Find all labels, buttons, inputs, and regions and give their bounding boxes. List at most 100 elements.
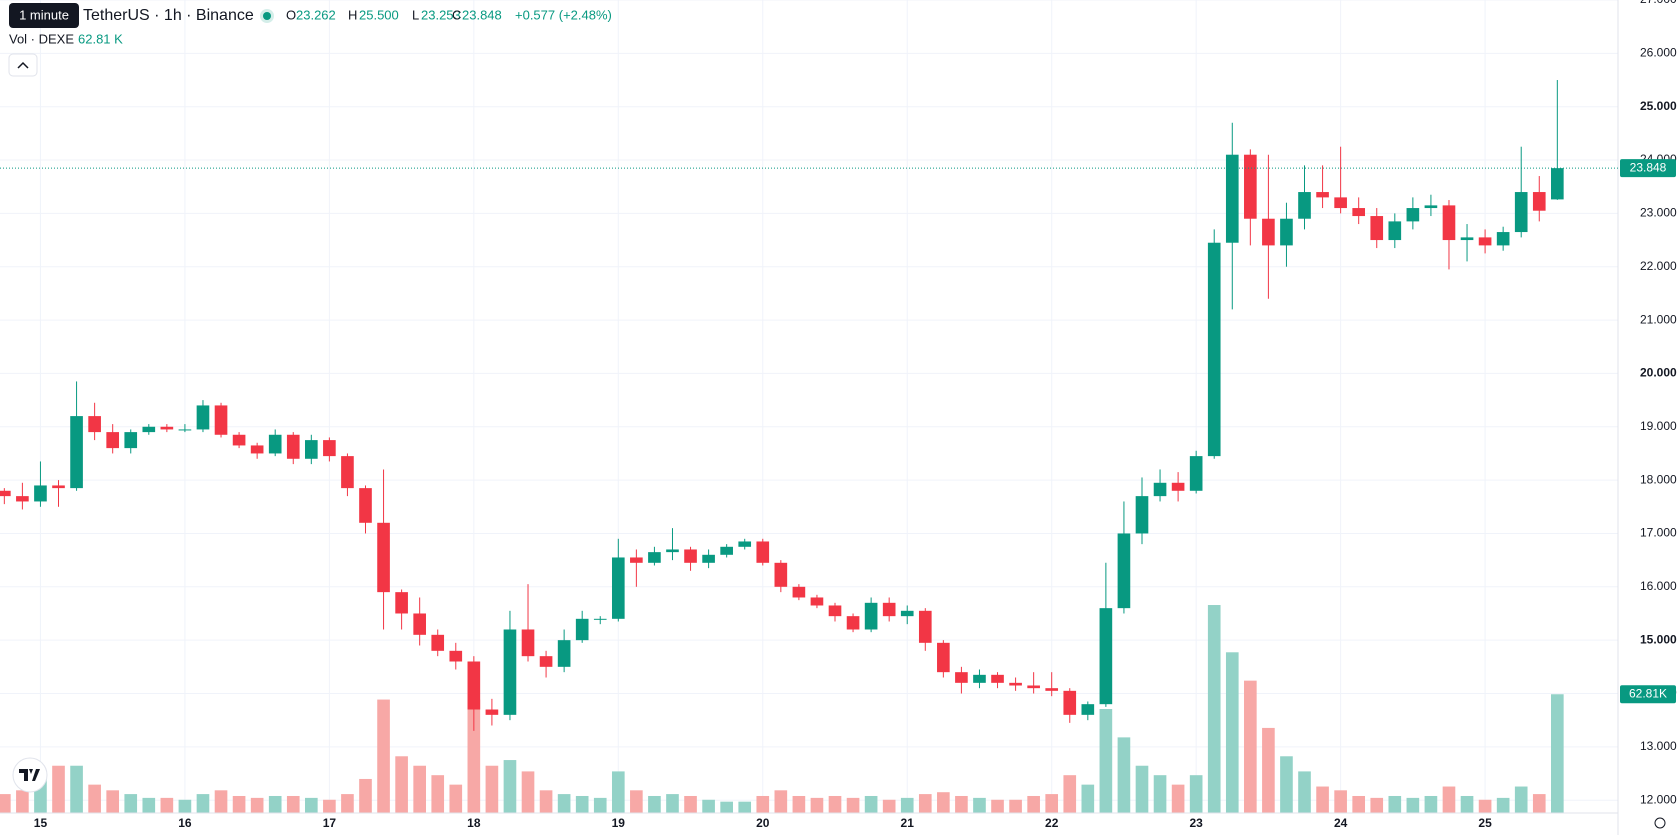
close-letter: C [452,7,461,22]
candle-body [720,546,733,555]
volume-bar [0,794,11,813]
volume-bar [1244,680,1257,813]
y-tick-label: 19.000 [1640,419,1677,433]
volume-bar [593,797,607,813]
candle-body [611,557,625,619]
volume-bar [1045,794,1059,813]
volume-bar [1532,794,1546,813]
open-letter: O [286,7,296,22]
volume-bar [467,699,481,813]
volume-bar [937,792,950,813]
volume-bar [431,775,445,813]
candle-body [413,613,426,635]
candle-body [395,592,408,614]
candle-body [1532,192,1546,211]
volume-bar [1280,756,1293,813]
volume-bar [955,795,968,813]
logo [19,769,40,781]
volume-bar [864,795,878,813]
symbol-title[interactable]: TetherUS · 1h · Binance [83,7,254,24]
volume-bar [1225,652,1239,813]
tooltip-box [9,3,79,28]
volume-bar [720,801,733,813]
y-tick-label: 20.000 [1640,366,1677,380]
volume-bar [323,799,336,813]
candle-body [684,549,697,563]
volume-bar [539,790,553,813]
candle-body [1406,208,1420,222]
candle-body [214,405,228,435]
candle-body [648,552,661,563]
settings-icon[interactable] [1654,817,1666,829]
candle-body [1171,482,1185,491]
y-tick-label: 26.000 [1640,46,1677,60]
volume-bar [160,797,174,813]
volume-bar [611,771,625,813]
candle-body [250,445,264,454]
volume-bar [178,799,192,813]
candle-body [955,672,968,683]
candle-body [593,618,607,620]
volume-bar [648,795,661,813]
volume-bar [286,795,300,813]
candle-body [377,522,390,593]
candle-body [666,549,679,553]
last-price-box [1620,159,1676,178]
candle-body [1244,154,1257,219]
candle-body [702,554,715,563]
candle-body [774,562,788,587]
volume-bar [1442,786,1456,813]
volume-bar [1514,786,1528,813]
x-tick-label: 19 [612,816,626,830]
volume-bar [16,790,29,813]
close-value: 23.848 [462,7,502,22]
candle-body [1153,482,1167,497]
volume-bar [702,799,715,813]
candle-body [1045,688,1059,691]
x-tick-label: 15 [34,816,48,830]
volume-bar [1063,775,1077,813]
open-value: 23.262 [296,7,336,22]
volume-bar [341,794,354,813]
y-tick-label: 23.000 [1640,206,1677,220]
candle-body [1424,205,1438,209]
candle-body [1099,608,1113,705]
volume-bar [882,799,896,813]
low-value: 23.253 [421,7,461,22]
y-tick-label: 13.000 [1640,739,1677,753]
candle-body [539,656,553,667]
candle-body [1496,232,1510,246]
candle-body [738,541,752,547]
candle-body [756,541,770,563]
volume-bar [1027,795,1040,813]
volume-bar [377,699,390,813]
candle-body [0,490,11,497]
volume-bar [810,797,824,813]
collapse-button[interactable] [8,53,38,77]
volume-bar [1496,797,1510,813]
volume-bar [918,794,932,813]
candle-body [557,640,571,667]
chevron [17,61,29,69]
volume-bar [1081,784,1095,813]
candle-body [1280,218,1293,246]
candle-body [359,488,372,523]
volume-bar [1551,694,1564,813]
volume-value: 62.81 K [78,31,123,46]
volume-bar [268,795,282,813]
volume-bar [52,765,65,813]
x-tick-label: 16 [178,816,192,830]
candle-body [1207,242,1221,457]
logo-badge[interactable] [12,757,48,793]
volume-bar [449,784,463,813]
candle-body [792,586,806,598]
candle-body [286,434,300,459]
candle-body [900,610,914,617]
volume-bar [1099,709,1113,813]
volume-bar [1189,775,1203,813]
candle-body [1009,682,1022,686]
candle-body [88,416,101,433]
candle-body [1334,197,1347,209]
